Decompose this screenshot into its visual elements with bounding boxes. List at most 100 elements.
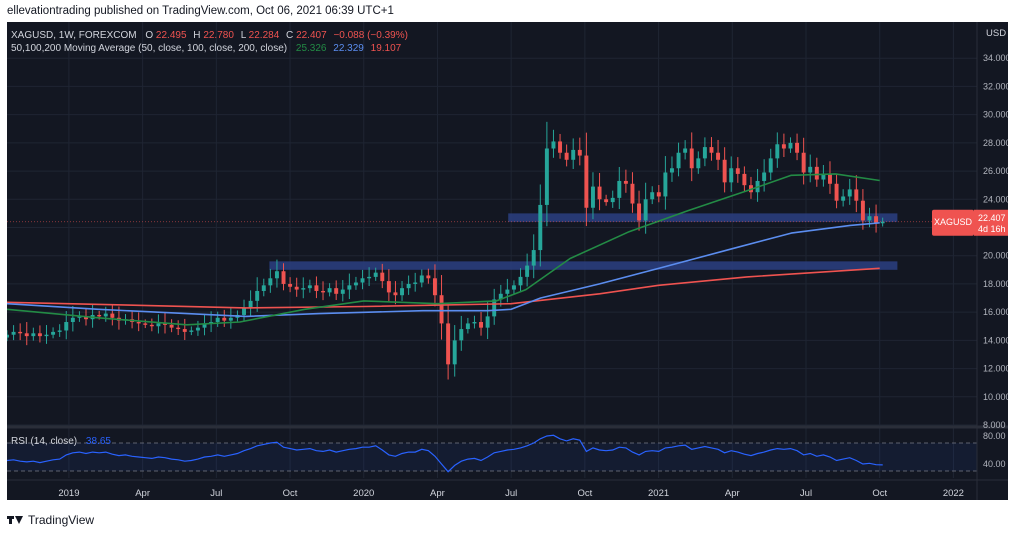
candle-body — [788, 142, 793, 149]
candle-body — [321, 290, 326, 293]
candle-body — [465, 323, 470, 330]
x-tick-label: 2019 — [58, 488, 79, 499]
candle-body — [577, 149, 582, 156]
x-tick-label: Oct — [283, 488, 298, 499]
candle-body — [689, 148, 694, 169]
candle-body — [485, 316, 490, 328]
candle-body — [795, 142, 800, 153]
price-chart[interactable]: 34.00032.00030.00028.00026.00024.00022.0… — [7, 22, 1008, 500]
chart-container[interactable]: 34.00032.00030.00028.00026.00024.00022.0… — [7, 22, 1008, 500]
candle-body — [228, 317, 233, 321]
candle-body — [518, 276, 523, 286]
candle-body — [373, 272, 378, 277]
candle-body — [64, 322, 69, 331]
price-tag-price: 22.407 — [978, 213, 1006, 223]
candle-body — [24, 333, 29, 337]
candle-body — [808, 166, 813, 173]
candle-body — [307, 285, 312, 289]
candle-body — [439, 295, 444, 324]
candle-body — [874, 216, 879, 224]
candle-body — [367, 276, 372, 279]
open-value: 22.495 — [156, 30, 187, 41]
ma-legend: 50,100,200 Moving Average (50, close, 10… — [11, 43, 402, 54]
candle-body — [84, 316, 88, 320]
candle-body — [255, 290, 260, 301]
y-tick-label: 8.000 — [983, 420, 1006, 430]
y-tick-label: 30.000 — [983, 110, 1008, 120]
candle-body — [103, 313, 108, 317]
candle-body — [18, 331, 23, 334]
candle-body — [248, 300, 253, 308]
price-tag-value-box — [974, 209, 1008, 236]
candle-body — [37, 333, 42, 337]
grid-lines — [7, 22, 977, 478]
candle-body — [182, 329, 187, 332]
candle-body — [334, 288, 339, 294]
candle-body — [584, 155, 589, 208]
price-tag-countdown: 4d 16h — [978, 224, 1006, 234]
candle-body — [222, 317, 227, 321]
footer-brand: TradingView — [28, 513, 95, 527]
candle-body — [261, 285, 266, 291]
ma50-value: 25.326 — [296, 43, 327, 54]
candle-body — [742, 173, 747, 186]
candle-body — [314, 285, 319, 291]
support-zones — [269, 213, 898, 270]
candle-body — [294, 286, 299, 290]
symbol-legend: XAGUSD, 1W, FOREXCOM O 22.495 H 22.780 L… — [11, 30, 408, 41]
candle-body — [551, 141, 556, 149]
open-label: O — [145, 30, 153, 41]
candle-body — [419, 275, 424, 283]
candle-body — [347, 285, 352, 290]
candle-body — [505, 289, 510, 294]
candle-body — [353, 282, 358, 286]
price-tag: XAGUSD 22.407 4d 16h — [932, 209, 1008, 236]
candle-body — [860, 200, 865, 221]
candle-body — [781, 144, 786, 149]
candle-body — [77, 316, 82, 318]
x-tick-label: Apr — [725, 488, 740, 499]
candle-body — [110, 313, 115, 318]
ma100-line — [7, 222, 880, 318]
high-value: 22.780 — [203, 30, 234, 41]
x-tick-label: Jul — [800, 488, 812, 499]
candle-body — [432, 278, 437, 296]
candle-body — [637, 203, 642, 221]
candle-body — [716, 152, 721, 160]
rsi-band — [7, 443, 977, 471]
candle-body — [380, 272, 385, 282]
candle-body — [696, 158, 701, 169]
candle-body — [149, 324, 154, 327]
candle-body — [828, 173, 832, 184]
rsi-pane — [7, 434, 977, 473]
ma-label: 50,100,200 Moving Average (50, close, 10… — [11, 43, 287, 54]
candle-body — [801, 152, 806, 173]
candle-body — [821, 173, 826, 180]
candle-body — [604, 199, 609, 203]
candle-body — [669, 168, 674, 173]
y-tick-label: 18.000 — [983, 279, 1008, 289]
candle-body — [617, 180, 622, 198]
candle-body — [281, 271, 286, 284]
ma50-line — [7, 173, 880, 326]
x-tick-label: Oct — [872, 488, 887, 499]
candle-body — [656, 192, 661, 197]
support-zone — [508, 213, 898, 222]
candle-body — [176, 327, 181, 330]
candle-body — [538, 204, 543, 251]
y-tick-label: 32.000 — [983, 81, 1008, 91]
x-tick-label: 2021 — [648, 488, 669, 499]
candle-body — [156, 323, 161, 327]
candle-body — [400, 288, 405, 296]
candle-body — [511, 285, 516, 290]
rsi-legend: RSI (14, close) 38.65 — [11, 436, 111, 447]
candle-body — [340, 289, 345, 294]
symbol-name: XAGUSD, 1W, FOREXCOM — [11, 30, 137, 41]
candle-body — [11, 331, 16, 335]
y-tick-label: 24.000 — [983, 194, 1008, 204]
y-tick-label: 20.000 — [983, 251, 1008, 261]
candle-body — [847, 189, 852, 197]
candle-body — [492, 299, 497, 317]
y-tick-label: 16.000 — [983, 307, 1008, 317]
candle-body — [274, 271, 279, 279]
